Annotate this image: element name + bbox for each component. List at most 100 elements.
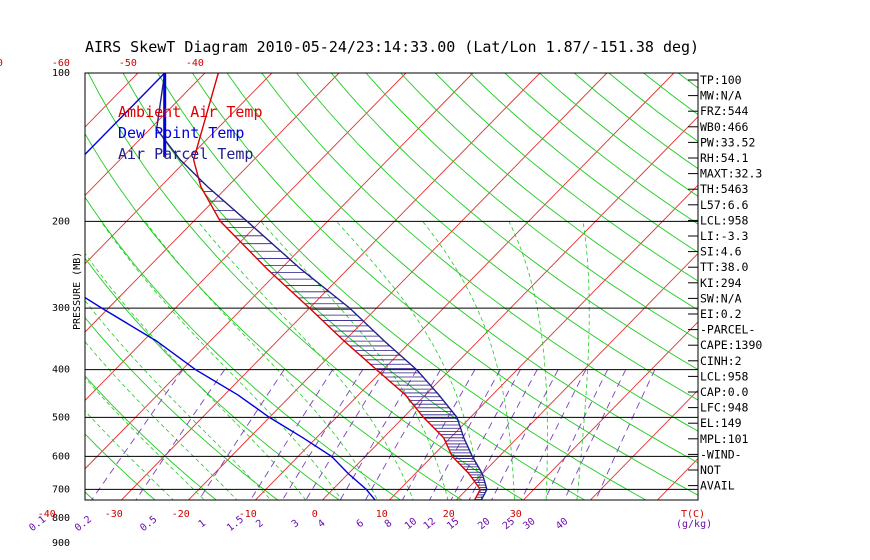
dry-adiabat <box>434 73 698 282</box>
isotherm <box>120 73 541 500</box>
dry-adiabat <box>330 73 698 371</box>
ambient-air-temp-line <box>192 73 482 500</box>
legend-dew-point-temp: Dew Point Temp <box>118 124 244 142</box>
top-temp-tick-label: -60 <box>52 58 70 69</box>
mixing-ratio-line <box>198 369 285 500</box>
dry-adiabat <box>85 132 463 500</box>
index-value: TP:100 <box>700 73 742 87</box>
legend: Ambient Air Temp Dew Point Temp Air Parc… <box>118 103 263 163</box>
bottom-temp-tick-label: 0 <box>312 509 318 520</box>
mixing-ratio-tick-label: 1 <box>197 518 209 530</box>
index-value: LI:-3.3 <box>700 229 749 243</box>
isotherm <box>656 457 698 500</box>
legend-ambient-air-temp: Ambient Air Temp <box>118 103 263 121</box>
moist-adiabat <box>144 221 379 500</box>
bottom-temp-tick-label: -30 <box>105 509 123 520</box>
plot-area <box>0 73 870 560</box>
mixing-ratio-tick-label: 2 <box>254 518 266 530</box>
mixing-ratio-line <box>305 369 386 500</box>
dry-adiabat <box>504 73 698 225</box>
mixing-ratio-line <box>563 369 627 500</box>
top-temp-tick-label: -40 <box>186 58 204 69</box>
pressure-tick-label: 800 <box>52 513 70 524</box>
pressure-tick-label: 400 <box>52 365 70 376</box>
isotherm <box>85 73 407 402</box>
index-value: FRZ:544 <box>700 104 749 118</box>
mixing-ratio-tick-label: 30 <box>521 516 537 532</box>
mixing-ratio-line <box>544 369 609 500</box>
mixing-ratio-tick-label: 20 <box>476 516 492 532</box>
mixing-ratio-line <box>339 369 418 500</box>
dry-adiabat <box>192 73 698 496</box>
isotherm <box>388 184 698 500</box>
chart-title: AIRS SkewT Diagram 2010-05-24/23:14:33.0… <box>85 38 699 56</box>
pressure-tick-label: 500 <box>52 412 70 423</box>
index-value: KI:294 <box>700 276 742 290</box>
mixing-ratio-line <box>364 369 441 500</box>
index-value: RH:54.1 <box>700 151 749 165</box>
moist-adiabat <box>260 221 449 500</box>
index-value: EL:149 <box>700 416 742 430</box>
air-parcel-temp-line <box>155 73 488 500</box>
mixing-ratio-line <box>401 369 476 500</box>
mixing-ratio-line <box>468 369 538 500</box>
moist-adiabat <box>85 340 238 500</box>
index-value: CAPE:1390 <box>700 338 762 352</box>
pressure-tick-label: 200 <box>52 216 70 227</box>
index-value: LCL:958 <box>700 369 749 383</box>
index-value: MPL:101 <box>700 432 749 446</box>
index-value: LCL:958 <box>700 213 749 227</box>
moist-adiabat <box>85 410 174 500</box>
pressure-tick-label: 900 <box>52 538 70 549</box>
index-value: SI:4.6 <box>700 245 742 259</box>
mixing-ratio-tick-label: 8 <box>383 518 395 530</box>
mixing-ratio-tick-label: 0.5 <box>138 514 159 534</box>
bottom-temp-tick-label: -20 <box>172 509 190 520</box>
dry-adiabat <box>85 433 156 500</box>
top-temp-tick-label: -70 <box>0 58 3 69</box>
dry-adiabat <box>400 73 698 311</box>
index-value: MAXT:32.3 <box>700 167 762 181</box>
bottom-temp-tick-label: 10 <box>376 509 388 520</box>
moist-adiabat <box>85 300 272 500</box>
mixing-ratio-line <box>281 369 363 500</box>
isotherm <box>85 73 273 265</box>
dry-adiabat <box>226 73 698 464</box>
index-value: -WIND- <box>700 447 742 461</box>
isotherm <box>851 73 870 560</box>
mixing-ratio-tick-label: 40 <box>554 516 570 532</box>
index-value: NOT <box>700 463 721 477</box>
index-value: MW:N/A <box>700 89 742 103</box>
dry-adiabat <box>296 73 698 401</box>
isotherm <box>85 73 474 470</box>
x-axis-label: T(C) <box>681 509 705 520</box>
mixing-ratio-line <box>250 369 333 500</box>
bottom-temp-tick-label: 20 <box>443 509 455 520</box>
dry-adiabat <box>0 73 47 560</box>
dry-adiabat <box>643 73 698 116</box>
dry-adiabat <box>365 73 698 341</box>
index-value: -PARCEL- <box>700 323 755 337</box>
mixing-ratio-tick-label: 10 <box>403 516 419 532</box>
isotherm <box>321 116 698 500</box>
dry-adiabat <box>261 73 698 432</box>
index-value: CAP:0.0 <box>700 385 749 399</box>
index-value: L57:6.6 <box>700 198 749 212</box>
index-value: EI:0.2 <box>700 307 742 321</box>
mixing-ratio-tick-label: 6 <box>355 518 367 530</box>
pressure-tick-label: 100 <box>52 68 70 79</box>
index-value: SW:N/A <box>700 291 742 305</box>
isotherm <box>85 73 340 333</box>
isotherm <box>522 321 698 500</box>
isotherm <box>589 389 698 500</box>
index-value: TH:5463 <box>700 182 749 196</box>
index-value: TT:38.0 <box>700 260 749 274</box>
dry-adiabat <box>122 73 586 500</box>
moist-adiabat <box>85 252 307 500</box>
isotherm <box>85 73 206 196</box>
mixing-ratio-tick-label: 4 <box>316 518 328 530</box>
pressure-tick-label: 300 <box>52 303 70 314</box>
isotherm <box>455 252 698 500</box>
